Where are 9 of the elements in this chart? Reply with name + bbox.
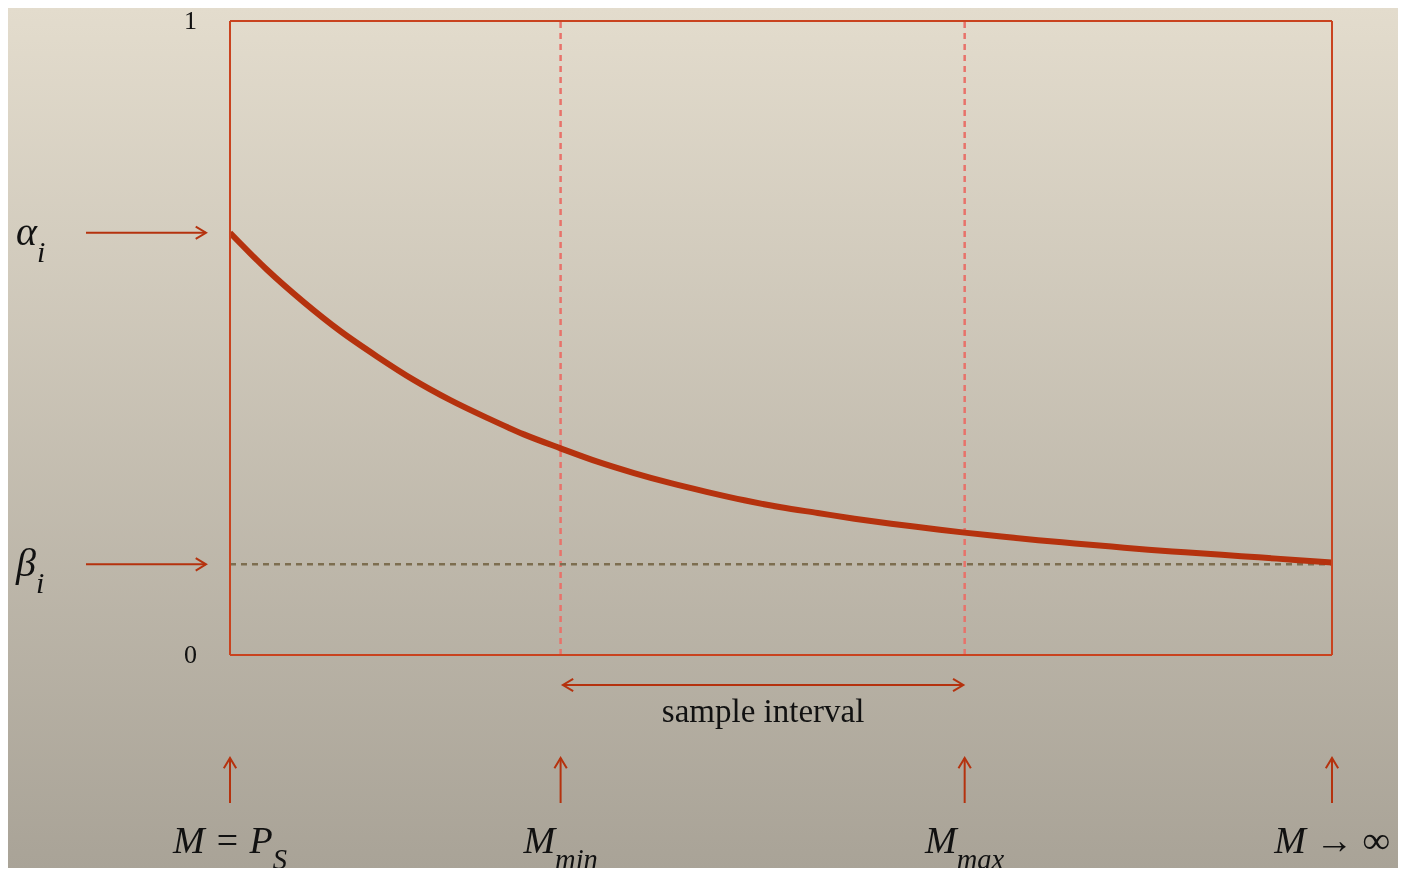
- y-tick-label: 1: [184, 6, 197, 35]
- x-tick-label: M = P$_{S}$: [172, 819, 287, 870]
- x-tick-label: M$_{min}$: [522, 819, 598, 870]
- text: β$_{i}$: [15, 540, 45, 599]
- text: sample interval: [661, 693, 865, 729]
- x-tick-label: M → ∞: [1273, 819, 1390, 861]
- x-tick-label: M$_{max}$: [924, 819, 1005, 870]
- y-tick-label: 0: [184, 640, 197, 669]
- text: α$_{i}$: [16, 208, 46, 268]
